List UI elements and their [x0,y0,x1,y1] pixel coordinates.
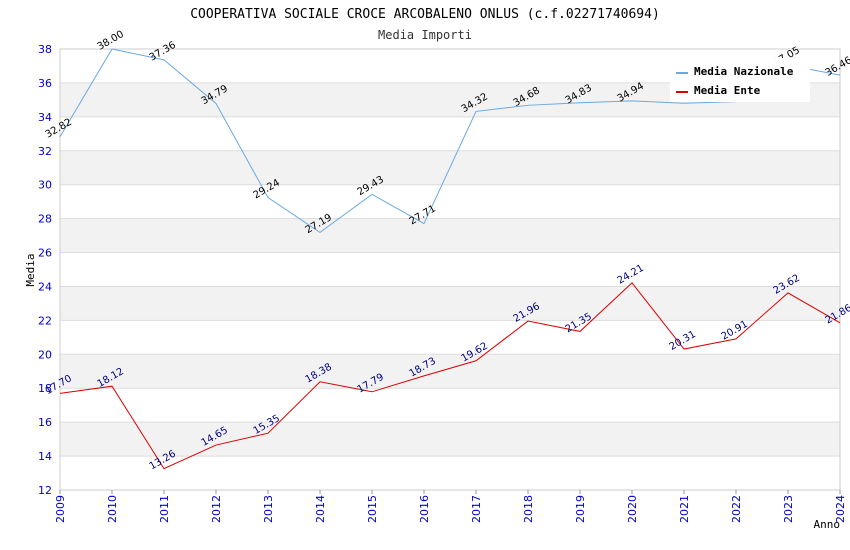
plot-band [60,388,840,423]
chart-subtitle: Media Importi [378,28,472,42]
y-tick-label: 18 [38,382,52,395]
y-axis-ticks: 12 14 16 18 20 22 24 26 28 30 32 34 36 38 [38,43,52,497]
y-tick-label: 34 [38,111,52,124]
y-tick-label: 26 [38,247,52,260]
legend-box [670,58,810,102]
y-tick-label: 14 [38,450,52,463]
x-tick-label: 2024 [834,495,847,523]
x-tick-label: 2014 [314,495,327,523]
plot-band [60,252,840,287]
y-tick-label: 16 [38,416,52,429]
y-tick-label: 22 [38,314,52,327]
y-tick-label: 28 [38,213,52,226]
plot-band [60,116,840,151]
legend-label-media-nazionale: Media Nazionale [694,65,794,78]
y-tick-label: 30 [38,179,52,192]
y-tick-label: 38 [38,43,52,56]
plot-band [60,184,840,219]
y-tick-label: 32 [38,145,52,158]
y-tick-label: 24 [38,280,52,293]
plot-band [60,218,840,253]
y-axis-label: Media [24,253,37,286]
plot-band [60,286,840,321]
series-line [59,282,841,470]
x-tick-label: 2016 [418,495,431,523]
x-tick-label: 2017 [470,495,483,523]
plot-band [60,354,840,389]
x-axis-label: Anno [814,518,841,531]
x-tick-label: 2023 [782,495,795,523]
x-tick-label: 2015 [366,495,379,523]
x-tick-label: 2010 [106,495,119,523]
series-line [59,48,841,233]
x-tick-label: 2012 [210,495,223,523]
x-tick-label: 2011 [158,495,171,523]
y-tick-label: 36 [38,77,52,90]
plot-band [60,422,840,457]
plot-band [60,456,840,490]
x-tick-label: 2018 [522,495,535,523]
x-tick-label: 2013 [262,495,275,523]
plot-band [60,320,840,355]
x-tick-label: 2009 [54,495,67,523]
chart-title: COOPERATIVA SOCIALE CROCE ARCOBALENO ONL… [190,7,660,22]
legend-label-media-ente: Media Ente [694,84,761,97]
x-tick-label: 2020 [626,495,639,523]
legend: Media Nazionale Media Ente [670,58,810,102]
plot-area-frame [59,48,841,491]
x-tick-label: 2019 [574,495,587,523]
y-tick-label: 12 [38,484,52,497]
x-axis-ticks: 2009 2010 2011 2012 2013 2014 2015 2016 2017 2018… [54,490,847,523]
y-tick-label: 20 [38,348,52,361]
plot-background-bands [60,49,840,490]
x-tick-label: 2021 [678,495,691,523]
x-tick-label: 2022 [730,495,743,523]
